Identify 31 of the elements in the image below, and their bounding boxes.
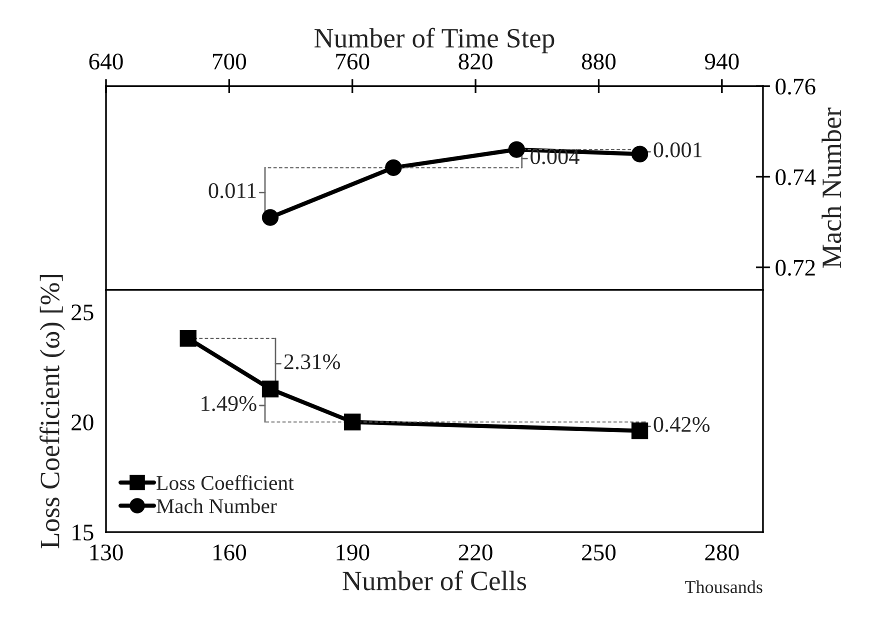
x-tick-label: 130: [90, 544, 123, 560]
annotation: 2.31%: [284, 354, 340, 370]
y-tick-label: 25: [72, 304, 94, 320]
y-axis-title: Mach Number: [822, 108, 842, 268]
y-tick-label: 0.74: [776, 169, 816, 186]
x-tick-label: 640: [89, 54, 123, 70]
y-tick-label: 15: [72, 524, 94, 540]
x-tick-label: 190: [336, 544, 370, 560]
x-tick-label: 760: [336, 54, 370, 70]
text: Thousands: [685, 580, 762, 594]
x-tick-label: 160: [214, 544, 246, 560]
legend-label: Loss Coefficient: [156, 475, 294, 490]
x-tick-label: 280: [705, 544, 739, 560]
y-tick-label: 0.72: [776, 260, 815, 276]
x-axis-title: Number of Time Step: [314, 28, 554, 54]
x-tick-label: 250: [582, 544, 616, 560]
y-tick-label: 0.76: [776, 78, 816, 95]
x-axis-title: Number of Cells: [342, 570, 526, 590]
x-tick-label: 940: [704, 54, 739, 70]
y-tick-label: 20: [72, 414, 94, 430]
legend-label: Mach Number: [156, 498, 277, 514]
annotation: 0.42%: [654, 416, 710, 432]
annotation: 0.004: [530, 149, 580, 164]
x-tick-label: 700: [213, 54, 246, 70]
y-axis-title: Loss Coefficient (ω) [%]: [40, 274, 66, 548]
x-tick-label: 820: [458, 54, 492, 70]
x-tick-label: 220: [458, 544, 492, 560]
annotation: 0.001: [654, 142, 702, 158]
annotation: 0.011: [208, 183, 256, 198]
annotation: 1.49%: [202, 396, 256, 412]
x-tick-label: 880: [582, 54, 616, 70]
